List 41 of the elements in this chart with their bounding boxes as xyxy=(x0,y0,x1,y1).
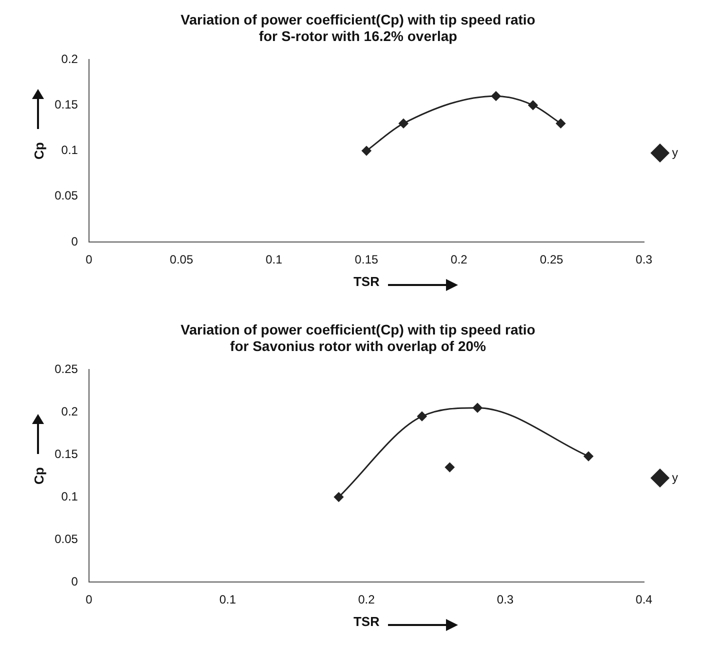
y-tick-label: 0.25 xyxy=(54,362,78,376)
y-axis-title: Cp xyxy=(31,467,46,484)
x-tick-label: 0.15 xyxy=(354,252,378,267)
x-tick-label: 0 xyxy=(86,592,93,607)
x-tick-label: 0.3 xyxy=(496,592,514,607)
point xyxy=(334,492,344,502)
point xyxy=(556,118,566,128)
x-axis-title: TSR xyxy=(353,274,380,289)
x-tick-label: 0.05 xyxy=(170,252,194,267)
y-tick-label: 0.15 xyxy=(54,98,78,112)
chart-title: Variation of power coefficient(Cp) with tip speed ratio for S-rotor with 16.2% overlap xyxy=(180,11,536,44)
y-tick-label: 0 xyxy=(71,574,78,588)
y-tick-label: 0 xyxy=(71,234,78,248)
x-axis-title: TSR xyxy=(353,614,380,629)
x-tick-label: 0.25 xyxy=(540,252,564,267)
y-tick-label: 0.1 xyxy=(61,143,78,158)
legend-label: y xyxy=(672,470,678,484)
x-tick-label: 0.4 xyxy=(636,592,653,607)
point xyxy=(528,100,538,110)
y-tick-label: 0.05 xyxy=(54,188,78,203)
x-tick-label: 0.1 xyxy=(266,252,283,267)
point xyxy=(472,403,482,413)
x-tick-label: 0 xyxy=(86,252,93,267)
x-tick-label: 0.2 xyxy=(358,592,376,607)
x-tick-label: 0.3 xyxy=(636,252,653,267)
point xyxy=(417,412,427,422)
x-tick-label: 0.1 xyxy=(219,592,236,607)
point xyxy=(398,118,408,128)
y-tick-label: 0.15 xyxy=(54,446,78,461)
point xyxy=(444,462,454,472)
y-tick-label: 0.05 xyxy=(54,532,78,546)
x-tick-label: 0.2 xyxy=(450,252,468,267)
point xyxy=(584,452,594,462)
y-tick-label: 0.1 xyxy=(61,489,78,504)
point xyxy=(362,146,372,156)
legend-label: y xyxy=(672,145,678,160)
y-tick-label: 0.2 xyxy=(61,404,78,418)
chart-title: Variation of power coefficient(Cp) with tip speed ratio for Savonius rotor with overlap of 20% xyxy=(180,321,536,354)
y-tick-label: 0.2 xyxy=(61,52,78,66)
y-axis-title: Cp xyxy=(31,142,46,160)
point xyxy=(491,91,501,101)
